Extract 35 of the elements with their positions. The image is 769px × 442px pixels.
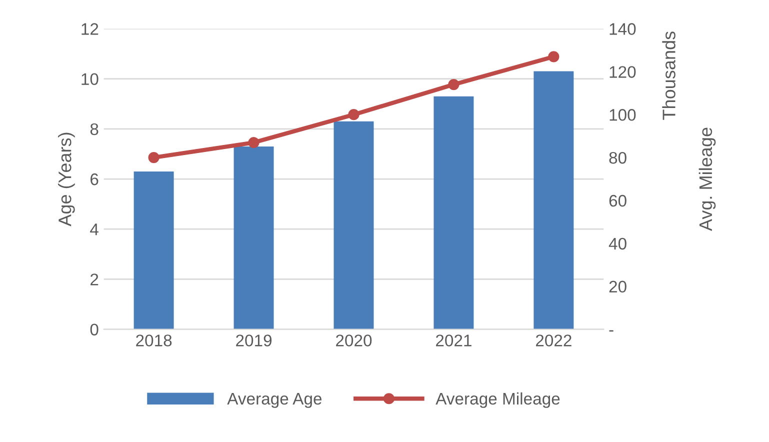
y-tick-label: 8 [90,123,98,136]
y2-tick-label: 80 [609,152,626,164]
y2-tick-label: 100 [610,109,636,121]
legend-label: Average Age [227,392,322,408]
bar [234,146,274,330]
x-tick-label: 2019 [236,334,272,346]
x-tick-label: 2021 [436,334,472,346]
y-tick-label: 10 [82,73,98,86]
y2-tick-label: 20 [609,280,626,293]
y-tick-label: 12 [82,23,98,35]
bar [334,121,374,330]
legend-label: Average Mileage [436,392,560,408]
bar [534,71,574,330]
y2-tick-label: 120 [610,66,636,78]
point [348,109,360,120]
y2-axis-title: Avg. Mileage [698,128,716,231]
x-tick-label: 2020 [336,334,372,346]
y-tick-label: 4 [90,224,98,236]
y-tick-label: 0 [90,324,98,336]
point [148,152,160,164]
x-tick-label: 2018 [136,334,172,346]
y2-tick-label: 60 [609,194,626,207]
x-tick-label: 2022 [536,334,572,346]
point [248,136,260,148]
text: Thousands [662,32,676,120]
bar [434,96,474,330]
y2-tick-label: 40 [608,238,626,250]
bar [134,171,174,330]
y2-tick-label: - [609,330,614,332]
point [448,78,460,90]
y-tick-label: 2 [90,274,98,286]
y2-tick-label: 140 [610,23,636,35]
y-axis-title: Age (Years) [58,132,75,226]
point [548,51,560,62]
y-tick-label: 6 [90,173,98,186]
